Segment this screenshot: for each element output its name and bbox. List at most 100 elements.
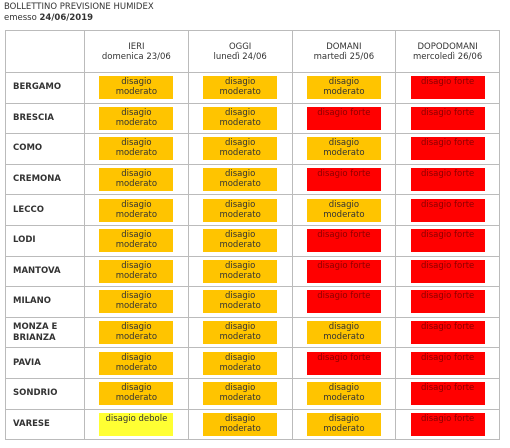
row: CREMONA disagio moderato disagio moderato d… bbox=[5, 163, 500, 196]
level-badge: disagio moderato bbox=[203, 259, 278, 283]
level-badge: disagio forte bbox=[306, 259, 381, 283]
cell: disagio moderato bbox=[291, 377, 397, 410]
level-badge: disagio moderato bbox=[99, 137, 174, 161]
level-badge: disagio moderato bbox=[99, 382, 174, 406]
cell: disagio moderato bbox=[84, 163, 189, 196]
level-badge: disagio moderato bbox=[203, 382, 278, 406]
cell: disagio moderato bbox=[187, 102, 293, 135]
cell: disagio debole bbox=[84, 408, 189, 441]
column-day: IERI bbox=[128, 41, 145, 52]
city: MANTOVA bbox=[5, 255, 85, 288]
header-row: IERI domenica 23/06 OGGI lunedì 24/06 DOMANI… bbox=[5, 30, 500, 73]
level-badge: disagio forte bbox=[410, 412, 485, 436]
level-badge: disagio moderato bbox=[203, 351, 278, 375]
cell: disagio forte bbox=[291, 163, 397, 196]
cell: disagio forte bbox=[395, 255, 500, 288]
header: BOLLETTINO PREVISIONE HUMIDEX emesso 24/… bbox=[4, 2, 154, 24]
cell: disagio forte bbox=[291, 286, 397, 318]
cell: disagio moderato bbox=[187, 408, 293, 441]
city: BERGAMO bbox=[5, 72, 85, 104]
cell: disagio moderato bbox=[187, 377, 293, 410]
cell: disagio moderato bbox=[291, 194, 397, 226]
level-badge: disagio moderato bbox=[99, 290, 174, 314]
cell: disagio moderato bbox=[84, 72, 189, 104]
level-badge: disagio forte bbox=[306, 229, 381, 253]
city: MILANO bbox=[5, 286, 85, 318]
row: MILANO disagio moderato disagio moderato di… bbox=[5, 286, 500, 318]
cell: disagio moderato bbox=[291, 72, 397, 104]
cell: disagio forte bbox=[395, 133, 500, 165]
row: BRESCIA disagio moderato disagio moderato d… bbox=[5, 102, 500, 135]
city: PAVIA bbox=[5, 347, 85, 379]
level-badge: disagio moderato bbox=[306, 382, 381, 406]
cell: disagio moderato bbox=[187, 347, 293, 379]
cell: disagio moderato bbox=[84, 224, 189, 257]
cell: disagio moderato bbox=[187, 316, 293, 349]
cell: disagio forte bbox=[291, 102, 397, 135]
level-badge: disagio forte bbox=[410, 382, 485, 406]
cell: disagio moderato bbox=[187, 133, 293, 165]
level-badge: disagio moderato bbox=[99, 351, 174, 375]
level-badge: disagio moderato bbox=[99, 168, 174, 192]
level-badge: disagio moderato bbox=[203, 168, 278, 192]
level-badge: disagio forte bbox=[410, 106, 485, 130]
level-badge: disagio moderato bbox=[203, 290, 278, 314]
issued-label: emesso bbox=[4, 13, 37, 23]
level-badge: disagio moderato bbox=[203, 198, 278, 222]
column-date: mercoledì 26/06 bbox=[413, 51, 483, 62]
cell: disagio moderato bbox=[84, 133, 189, 165]
cell: disagio forte bbox=[395, 316, 500, 349]
level-badge: disagio forte bbox=[410, 290, 485, 314]
level-badge: disagio moderato bbox=[306, 412, 381, 436]
level-badge: disagio moderato bbox=[99, 198, 174, 222]
cell: disagio forte bbox=[395, 286, 500, 318]
cell: disagio moderato bbox=[187, 286, 293, 318]
cell: disagio moderato bbox=[187, 72, 293, 104]
level-badge: disagio forte bbox=[410, 351, 485, 375]
city: CREMONA bbox=[5, 163, 85, 196]
cell: disagio forte bbox=[395, 72, 500, 104]
cell: disagio forte bbox=[291, 255, 397, 288]
column-header: DOMANI martedì 25/06 bbox=[291, 30, 397, 73]
cell: disagio moderato bbox=[84, 194, 189, 226]
level-badge: disagio moderato bbox=[203, 229, 278, 253]
cell: disagio forte bbox=[395, 163, 500, 196]
cell: disagio forte bbox=[395, 224, 500, 257]
cell: disagio forte bbox=[395, 102, 500, 135]
level-badge: disagio moderato bbox=[203, 106, 278, 130]
cell: disagio forte bbox=[291, 224, 397, 257]
level-badge: disagio moderato bbox=[99, 321, 174, 345]
cell: disagio moderato bbox=[187, 224, 293, 257]
cell: disagio moderato bbox=[84, 255, 189, 288]
city: SONDRIO bbox=[5, 377, 85, 410]
row: MANTOVA disagio moderato disagio moderato d… bbox=[5, 255, 500, 288]
level-badge: disagio debole bbox=[99, 412, 174, 436]
cell: disagio moderato bbox=[291, 408, 397, 441]
level-badge: disagio moderato bbox=[99, 76, 174, 100]
cell: disagio forte bbox=[291, 347, 397, 379]
row: MONZA E BRIANZA disagio moderato disagio m… bbox=[5, 316, 500, 349]
city: LECCO bbox=[5, 194, 85, 226]
city: COMO bbox=[5, 133, 85, 165]
column-day: OGGI bbox=[228, 41, 252, 52]
level-badge: disagio moderato bbox=[203, 412, 278, 436]
column-day: DOPODOMANI bbox=[417, 41, 478, 52]
title: BOLLETTINO PREVISIONE HUMIDEX bbox=[4, 2, 154, 12]
column-date: lunedì 24/06 bbox=[213, 51, 267, 62]
column-day: DOMANI bbox=[326, 41, 362, 52]
level-badge: disagio forte bbox=[410, 229, 485, 253]
city: MONZA E BRIANZA bbox=[5, 316, 85, 349]
level-badge: disagio moderato bbox=[306, 76, 381, 100]
cell: disagio moderato bbox=[187, 194, 293, 226]
level-badge: disagio moderato bbox=[306, 137, 381, 161]
cell: disagio moderato bbox=[84, 102, 189, 135]
corner bbox=[5, 30, 85, 73]
row: PAVIA disagio moderato disagio moderato dis… bbox=[5, 347, 500, 379]
level-badge: disagio moderato bbox=[203, 321, 278, 345]
forecast-table: IERI domenica 23/06 OGGI lunedì 24/06 DOMANI… bbox=[5, 30, 500, 441]
level-badge: disagio forte bbox=[306, 106, 381, 130]
level-badge: disagio forte bbox=[410, 321, 485, 345]
issued: emesso 24/06/2019 bbox=[4, 13, 154, 24]
cell: disagio moderato bbox=[84, 316, 189, 349]
